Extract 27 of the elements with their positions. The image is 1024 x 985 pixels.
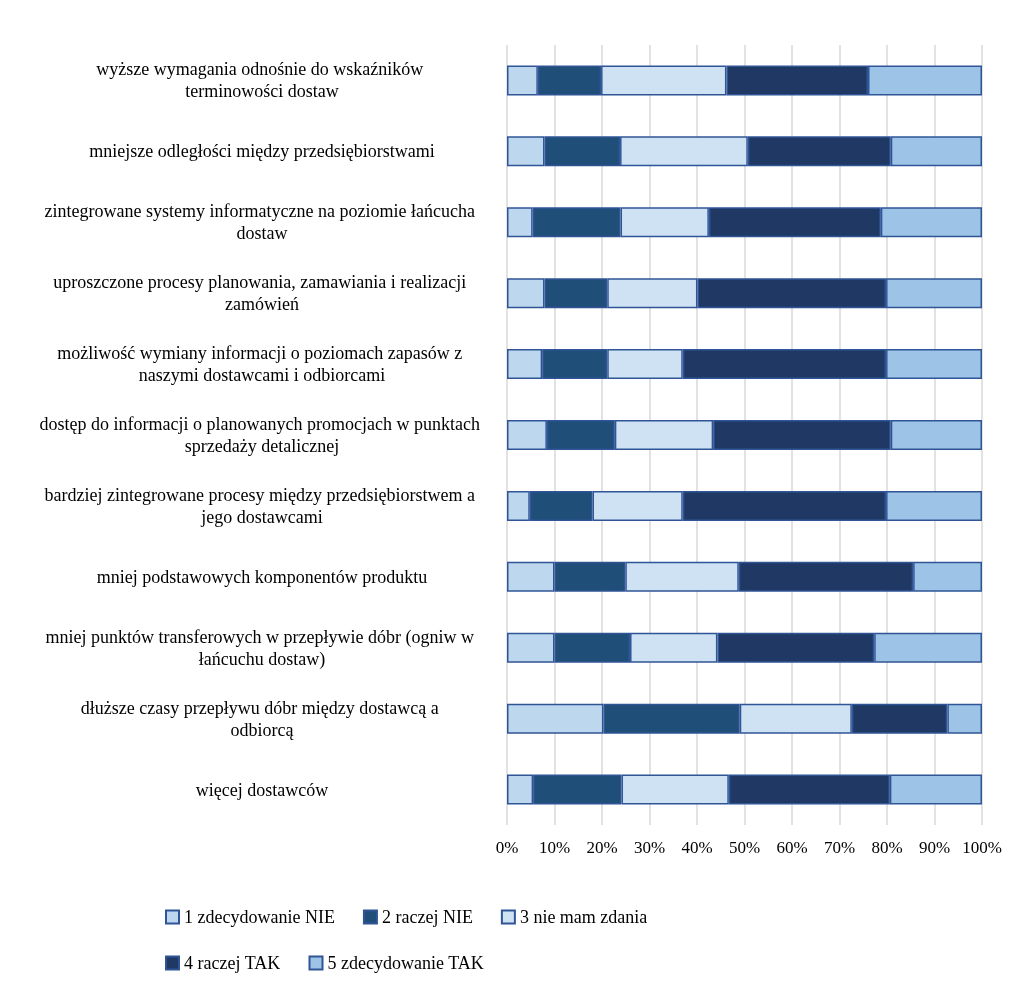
x-tick-label: 20% — [586, 838, 618, 857]
x-tick-label: 90% — [918, 838, 951, 857]
legend-label: 1 zdecydowanie NIE — [184, 907, 335, 927]
x-tick-label: 70% — [823, 838, 856, 857]
y-tick-label: dostęp do informacji o planowanych promocjach w punktach sprzedaży detalicznej — [39, 414, 485, 456]
x-tick-label: 10% — [538, 838, 571, 857]
y-tick-label: więcej dostawców — [195, 779, 329, 800]
legend-label: 4 raczej TAK — [184, 953, 281, 973]
y-tick-label: mniej punktów transferowych w przepływie dóbr (ogniw w łańcuchu dostaw) — [45, 626, 479, 670]
y-tick-label: możliwość wymiany informacji o poziomach zapasów z naszymi dostawcami i odbiorcami — [57, 343, 467, 386]
legend-label: 5 zdecydowanie TAK — [327, 953, 484, 973]
x-tick-label: 30% — [633, 838, 666, 857]
y-tick-label: zintegrowane systemy informatyczne na poziomie łańcucha dostaw — [44, 201, 480, 244]
legend-label: 2 raczej NIE — [381, 907, 473, 927]
x-tick-label: 0% — [495, 838, 519, 857]
y-tick-label: bardziej zintegrowane procesy między przedsiębiorstwem a jego dostawcami — [44, 484, 480, 527]
y-tick-label: mniejsze odległości między przedsiębiorstwami — [89, 141, 435, 162]
y-tick-label: dłuższe czasy przepływu dóbr między dostawcą a odbiorcą — [80, 697, 444, 740]
y-tick-label: mniej podstawowych komponentów produktu — [96, 566, 428, 587]
x-tick-label: 60% — [776, 838, 808, 857]
x-tick-label: 80% — [871, 838, 903, 857]
legend-label: 3 nie mam zdania — [519, 907, 648, 927]
y-tick-label: wyższe wymagania odnośnie do wskaźników terminowości dostaw — [96, 59, 428, 102]
x-tick-label: 50% — [728, 838, 761, 857]
x-tick-label: 40% — [681, 838, 713, 857]
x-tick-label: 100% — [962, 838, 1002, 857]
y-tick-label: uproszczone procesy planowania, zamawiania i realizacji zamówień — [53, 272, 471, 315]
